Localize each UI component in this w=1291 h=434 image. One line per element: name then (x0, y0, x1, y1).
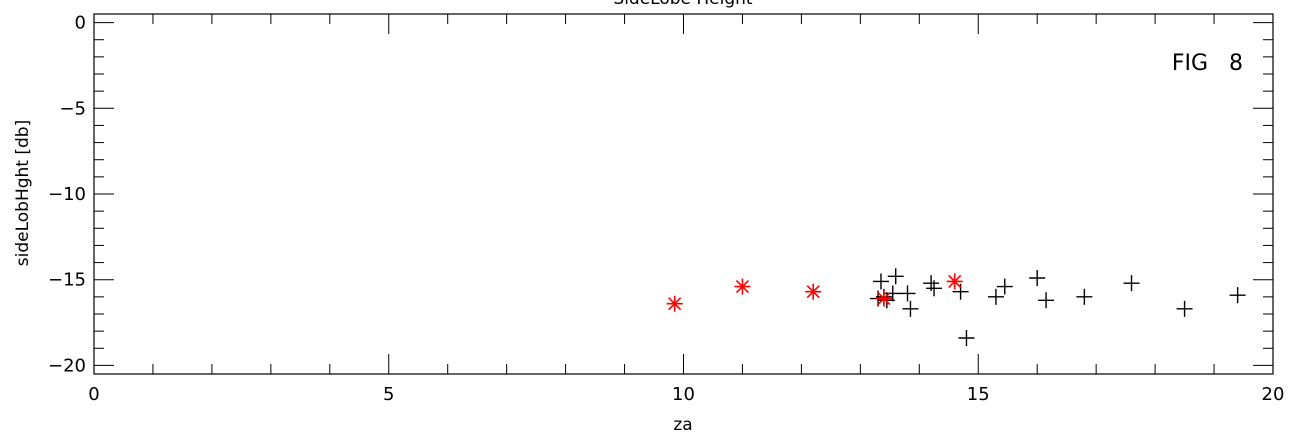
x-axis-title: za (673, 415, 692, 434)
asterisk-point (805, 283, 822, 300)
plus-point (884, 285, 901, 302)
data-points (666, 268, 1246, 346)
plus-point (996, 278, 1013, 295)
y-axis-title: sideLobHght [db] (13, 120, 33, 266)
y-tick-label: −10 (48, 184, 86, 205)
plus-point (958, 330, 975, 346)
plus-point (1076, 288, 1093, 305)
y-tick-label: −15 (48, 270, 86, 291)
y-tick-label: −20 (48, 355, 86, 376)
plot-frame (93, 13, 1274, 375)
x-tick-labels: 0 5 10 15 20 (88, 384, 1284, 405)
plus-point (1176, 300, 1193, 317)
plus-point (987, 288, 1004, 305)
x-tick-label: 0 (88, 384, 99, 405)
asterisk-point (666, 295, 683, 312)
asterisk-point (734, 278, 751, 295)
y-tick-label: −5 (59, 98, 86, 119)
asterisk-point (946, 273, 963, 290)
plus-point (902, 300, 919, 317)
x-tick-label: 15 (967, 384, 990, 405)
plus-point (1229, 287, 1246, 304)
plus-point (899, 285, 916, 302)
plus-point (872, 273, 889, 290)
chart-title: SideLobe Height (613, 0, 753, 9)
plus-point (1029, 270, 1046, 286)
y-tick-labels: 0 −5 −10 −15 −20 (48, 13, 86, 377)
figure-annotation: FIG 8 (1172, 51, 1243, 76)
x-tick-label: 20 (1262, 384, 1285, 405)
plot-axes (93, 13, 1274, 375)
asterisk-point (875, 290, 892, 307)
y-tick-label: 0 (75, 13, 86, 34)
x-tick-label: 5 (383, 384, 394, 405)
plus-point (887, 268, 904, 285)
plus-point (926, 280, 943, 297)
plus-point (1038, 292, 1055, 309)
plus-point (1123, 275, 1140, 292)
x-tick-label: 10 (672, 384, 695, 405)
